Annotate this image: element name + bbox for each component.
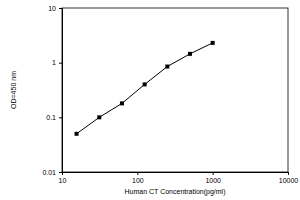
- tick-mark: [59, 172, 62, 173]
- y-tick-label: 0.1: [46, 114, 56, 121]
- y-tick-label: 1: [52, 59, 56, 66]
- tick: 1: [52, 59, 62, 66]
- x-tick-label: 10000: [279, 177, 299, 184]
- x-tick-label: 100: [132, 177, 144, 184]
- tick: 0.01: [42, 169, 62, 176]
- tick: 10: [48, 5, 62, 12]
- tick: 100: [132, 172, 144, 184]
- marker: [143, 82, 147, 86]
- y-axis-title: OD=450 nm: [10, 71, 17, 109]
- tick: 10: [59, 172, 67, 184]
- tick-mark: [288, 172, 289, 175]
- chart: 10 100 1000 10000 0.01 0.1 1 10 Human CT Concent…: [0, 0, 300, 200]
- marker: [165, 65, 169, 69]
- marker: [75, 132, 79, 136]
- x-axis: 10 100 1000 10000: [59, 172, 299, 184]
- x-tick-label: 10: [59, 177, 67, 184]
- marker: [97, 115, 101, 119]
- tick-mark: [137, 172, 138, 175]
- tick: 0.1: [46, 114, 62, 121]
- y-tick-label: 0.01: [42, 169, 56, 176]
- tick: 10000: [279, 172, 299, 184]
- tick: 1000: [205, 172, 221, 184]
- plot-area: [75, 41, 215, 136]
- series-line: [77, 43, 213, 134]
- plot-frame: [62, 8, 288, 172]
- tick-mark: [59, 117, 62, 118]
- axis-line: [63, 173, 289, 176]
- x-tick-label: 1000: [205, 177, 221, 184]
- marker: [188, 52, 192, 56]
- y-axis: 0.01 0.1 1 10: [42, 5, 62, 176]
- tick-mark: [59, 63, 62, 64]
- marker: [211, 41, 215, 45]
- x-axis-title: Human CT Concentration(pg/ml): [124, 188, 225, 196]
- tick-mark: [213, 172, 214, 175]
- axis-line: [59, 9, 63, 173]
- y-tick-label: 10: [48, 5, 56, 12]
- marker: [120, 101, 124, 105]
- tick-mark: [59, 8, 62, 9]
